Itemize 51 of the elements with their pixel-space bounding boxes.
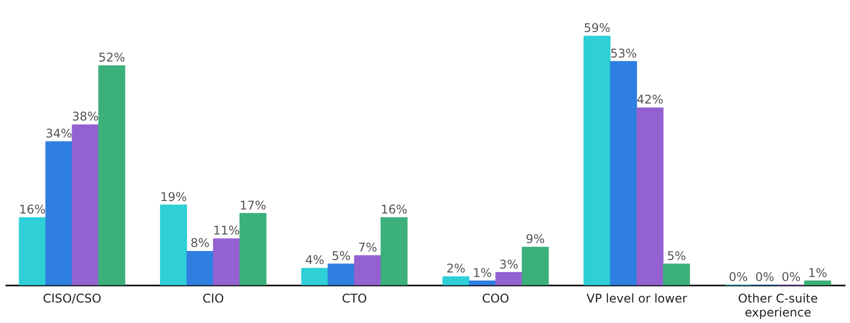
data-label: 16%	[19, 202, 46, 216]
data-label: 34%	[45, 126, 72, 141]
data-label: 52%	[98, 50, 126, 65]
x-tick-label: CIO	[202, 292, 224, 306]
data-label: 3%	[499, 257, 518, 272]
x-tick-label: CISO/CSO	[42, 292, 102, 306]
data-label: 1%	[808, 266, 828, 280]
data-label: 1%	[472, 266, 492, 280]
bar	[239, 213, 266, 286]
x-tick-label: Other C-suite experience	[738, 292, 818, 320]
data-label: 9%	[526, 232, 545, 246]
data-label: 0%	[728, 270, 748, 284]
data-label: 0%	[755, 270, 774, 284]
bar	[468, 280, 496, 286]
bar	[662, 264, 690, 286]
bar	[584, 36, 611, 286]
x-tick-label: COO	[482, 292, 510, 306]
bar	[442, 276, 470, 286]
data-label: 5%	[332, 248, 351, 263]
bar	[328, 264, 355, 286]
data-label: 42%	[636, 92, 664, 107]
data-label: 8%	[190, 236, 210, 250]
bar	[160, 204, 188, 286]
data-label: 16%	[380, 202, 408, 216]
bar	[301, 268, 328, 286]
data-label: 2%	[446, 262, 466, 276]
bar	[636, 107, 664, 286]
bar	[45, 141, 72, 286]
data-label: 5%	[666, 248, 686, 263]
data-label: 19%	[160, 190, 187, 204]
bar	[610, 61, 638, 286]
data-label: 38%	[72, 110, 99, 124]
bar	[72, 124, 99, 286]
data-label: 53%	[610, 46, 637, 60]
data-label: 59%	[584, 21, 610, 35]
bar	[354, 255, 382, 286]
bar	[522, 246, 549, 286]
bar	[98, 65, 126, 286]
bar	[186, 250, 214, 286]
x-tick-label: CTO	[342, 292, 367, 306]
x-tick-label: VP level or lower	[586, 292, 688, 306]
bar	[495, 272, 522, 286]
bar	[804, 280, 832, 286]
bar	[212, 238, 240, 286]
data-label: 11%	[213, 224, 240, 238]
data-label: 17%	[240, 198, 266, 212]
bar	[380, 217, 408, 286]
data-label: 0%	[782, 270, 801, 284]
data-label: 7%	[358, 240, 378, 254]
bar	[18, 217, 46, 286]
data-label: 4%	[305, 253, 324, 268]
